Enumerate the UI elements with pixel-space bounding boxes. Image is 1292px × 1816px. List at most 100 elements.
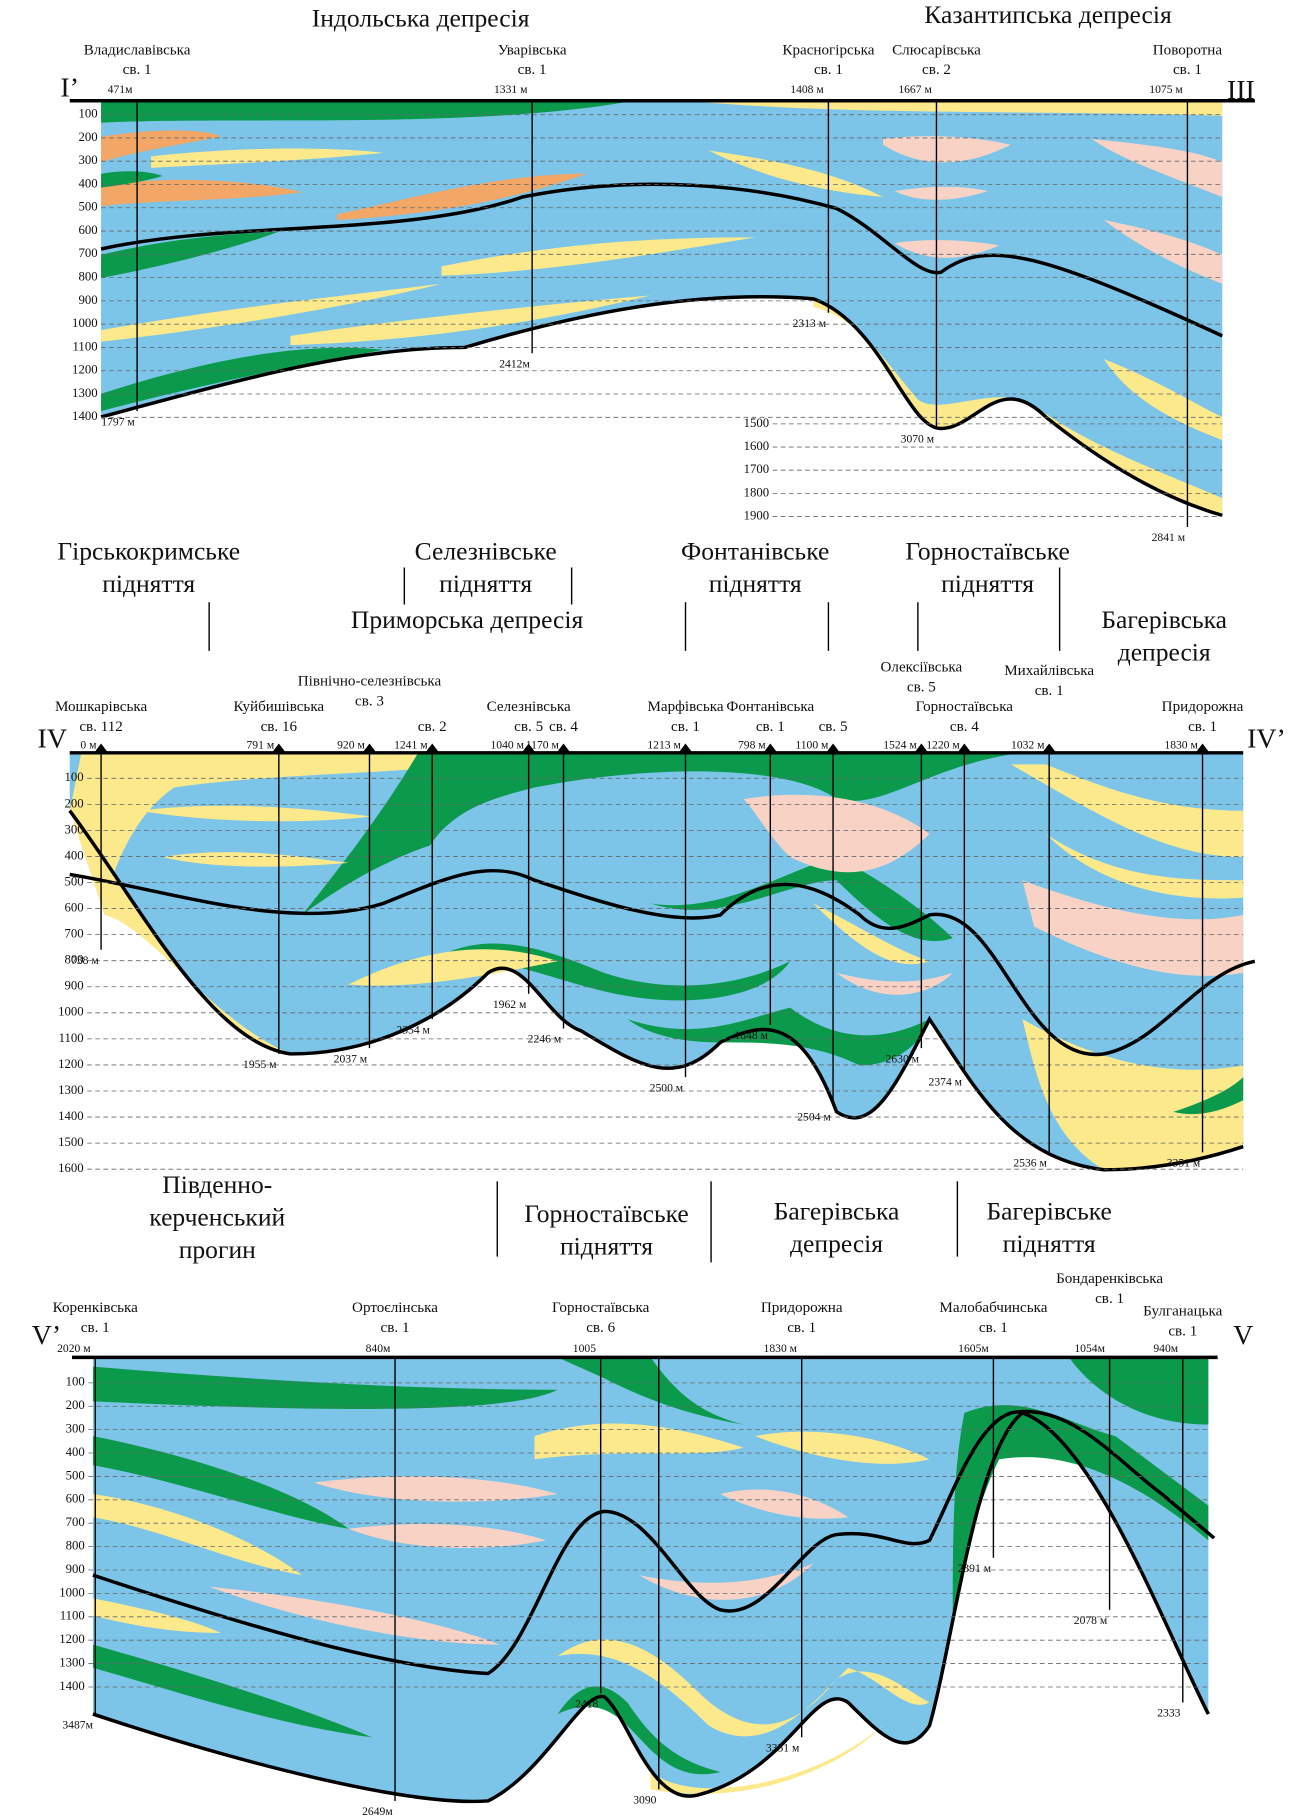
- well-top-depth: 1830 м: [1164, 739, 1198, 752]
- well-name: Олексіївська: [881, 660, 963, 676]
- well-bottom-depth: 3487м: [62, 1718, 93, 1731]
- well-bottom-depth: 2630 м: [886, 1052, 920, 1065]
- well-top-depth: 0 м: [80, 739, 97, 752]
- depth-label: 400: [78, 176, 97, 190]
- well-name: Уварівська: [498, 42, 567, 58]
- depth-label: 400: [64, 848, 83, 862]
- well-symbol: [1042, 743, 1057, 753]
- well-top-depth: 1032 м: [1011, 739, 1045, 752]
- well-number: св. 5: [819, 719, 848, 735]
- well-top-depth: 1220 м: [926, 739, 960, 752]
- well-symbol: [914, 743, 929, 753]
- depth-label: 1200: [58, 1057, 84, 1071]
- well-top-depth: 791 м: [247, 739, 275, 752]
- depth-label: 1000: [72, 316, 98, 330]
- depth-label: 300: [78, 153, 97, 167]
- well-bottom-depth: 1962 м: [493, 998, 527, 1011]
- well-bottom-depth: 1797 м: [101, 415, 135, 428]
- well-bottom-depth: 2078 м: [1074, 1614, 1108, 1627]
- well-number: св. 16: [261, 719, 298, 735]
- well-symbol: [425, 743, 440, 753]
- well-bottom-depth: 2500 м: [650, 1081, 684, 1094]
- well-bottom-depth: 2037 м: [334, 1052, 368, 1065]
- well-top-depth: 1408 м: [790, 83, 824, 96]
- well-name: Михайлівська: [1004, 663, 1094, 679]
- well-top-depth: 1605м: [958, 1342, 989, 1355]
- well-bottom-depth: 3351 м: [1167, 1157, 1201, 1170]
- depth-label: 1600: [58, 1161, 84, 1175]
- well-top-depth: 1667 м: [898, 83, 932, 96]
- well-number: св. 1: [123, 62, 152, 78]
- well-number: св. 1: [518, 62, 547, 78]
- well-number: св. 1: [787, 1320, 816, 1336]
- well-top-depth: 1524 м: [883, 739, 917, 752]
- depth-label: 900: [66, 1562, 85, 1576]
- well-number: св. 1: [381, 1320, 410, 1336]
- depth-label: 1100: [73, 339, 98, 353]
- end-label: IV: [38, 724, 67, 755]
- well-name: Малобабчинська: [939, 1300, 1047, 1316]
- well-bottom-depth: 2504 м: [797, 1110, 831, 1123]
- depth-label: 1300: [58, 1083, 84, 1097]
- well-top-depth: 1054м: [1074, 1342, 1105, 1355]
- well-top-depth: 1005: [573, 1342, 596, 1355]
- section-3: [72, 1355, 1218, 1804]
- well-number: св. 5: [907, 679, 936, 695]
- well-symbol: [271, 743, 286, 753]
- region-label: Казантипська депресія: [924, 0, 1172, 29]
- depth-label: 1400: [58, 1109, 84, 1123]
- well-bottom-depth: 2841 м: [1152, 531, 1186, 544]
- depth-label: 700: [78, 246, 97, 260]
- well-top-depth: 1040 м: [491, 739, 525, 752]
- well-number: св. 1: [81, 1320, 110, 1336]
- well-number: св. 4: [549, 719, 578, 735]
- depth-label: 700: [64, 927, 83, 941]
- well-top-depth: 471м: [108, 83, 133, 96]
- well-name: Фонтанівська: [726, 699, 814, 715]
- well-symbol: [763, 743, 778, 753]
- well-bottom-depth: 3351 м: [766, 1741, 800, 1754]
- well-bottom-depth: 2313 м: [793, 317, 827, 330]
- depth-label: 600: [66, 1492, 85, 1506]
- end-label: IV’: [1247, 724, 1286, 755]
- well-top-depth: 798 м: [738, 739, 766, 752]
- well-name: Мошкарівська: [55, 699, 148, 715]
- well-name: Північно-селезнівська: [298, 674, 442, 690]
- well-name: Куйбишівська: [234, 699, 325, 715]
- well-bottom-depth: 2333: [1157, 1707, 1180, 1720]
- well-bottom-depth: 3090: [633, 1794, 656, 1807]
- well-bottom-depth: 3070 м: [901, 433, 935, 446]
- well-number: св. 1: [1035, 683, 1064, 699]
- well-symbol: [957, 743, 972, 753]
- well-bottom-depth: 2536 м: [1013, 1157, 1047, 1170]
- depth-label: 1900: [744, 508, 770, 522]
- region-label: Багерівське підняття: [986, 1197, 1111, 1258]
- depth-label: 900: [78, 293, 97, 307]
- depth-label: 700: [66, 1515, 85, 1529]
- well-name: Селезнівська: [487, 699, 571, 715]
- well-bottom-depth: 2354 м: [396, 1023, 430, 1036]
- well-name: Булганацька: [1143, 1304, 1222, 1320]
- well-number: св. 1: [1095, 1291, 1124, 1307]
- depth-label: 1400: [59, 1679, 85, 1693]
- section-1: [69, 99, 1255, 518]
- well-number: св. 1: [756, 719, 785, 735]
- depth-label: 200: [64, 796, 83, 810]
- region-label: Південно-керченський прогин: [149, 1170, 285, 1264]
- well-top-depth: 2020 м: [57, 1342, 91, 1355]
- depth-label: 100: [64, 770, 83, 784]
- well-name: Красногірська: [782, 42, 874, 58]
- region-label: Приморська депресія: [351, 605, 584, 634]
- well-top-depth: 940м: [1153, 1342, 1178, 1355]
- well-name: Слюсарівська: [892, 42, 981, 58]
- region-label: Індольська депресія: [312, 4, 530, 33]
- well-top-depth: 920 м: [337, 739, 365, 752]
- well-symbol: [521, 743, 536, 753]
- well-number: св. 1: [1168, 1323, 1197, 1339]
- depth-label: 1500: [744, 416, 770, 430]
- well-name: Марфівська: [647, 699, 723, 715]
- well-top-depth: 1213 м: [647, 739, 681, 752]
- well-name: Владиславівська: [84, 42, 191, 58]
- depth-label: 1000: [58, 1005, 84, 1019]
